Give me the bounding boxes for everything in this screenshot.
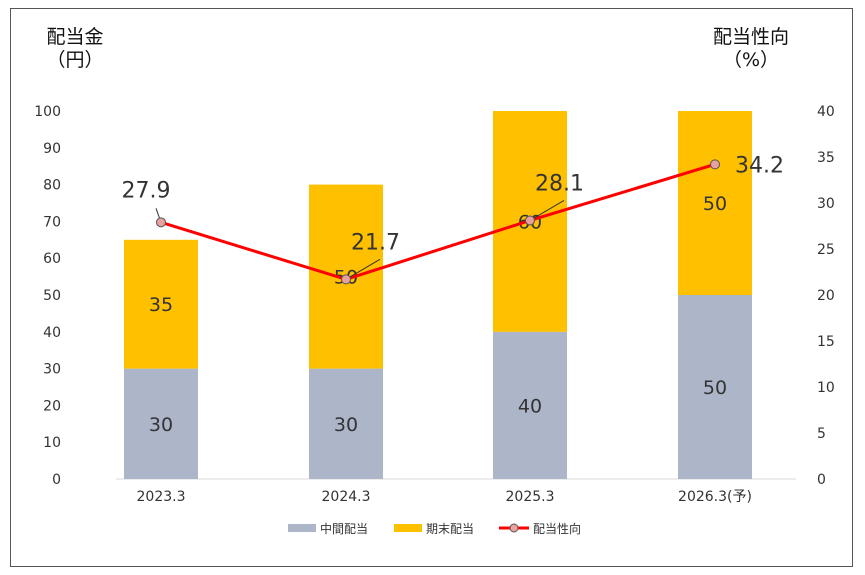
bar-label-interim: 50 [703, 377, 727, 399]
legend-label-payout: 配当性向 [533, 521, 581, 536]
left-axis-tick-label: 70 [43, 214, 61, 230]
payout-ratio-line [160, 162, 716, 281]
x-axis-tick-label: 2025.3 [506, 489, 555, 505]
bar-year-end-dividend [678, 111, 752, 295]
right-axis-tick-label: 30 [817, 196, 835, 212]
payout-ratio-marker [341, 274, 351, 285]
payout-ratio-marker [525, 215, 535, 226]
right-axis-title: 配当性向 （%） [701, 26, 801, 72]
legend-swatch-payout-marker [509, 523, 519, 533]
payout-ratio-marker [156, 217, 166, 228]
left-axis-tick-label: 100 [34, 104, 61, 120]
bar-interim-dividend [678, 295, 752, 479]
bar-label-year-end: 35 [149, 294, 173, 316]
left-axis-title-line1: 配当金 [46, 26, 104, 48]
left-axis-tick-label: 90 [43, 141, 61, 157]
left-axis-tick-label: 10 [43, 435, 61, 451]
payout-ratio-label: 28.1 [535, 171, 584, 196]
right-axis-title-line2: （%） [722, 49, 780, 71]
legend-swatch-year-end [394, 524, 422, 532]
left-axis-tick-label: 30 [43, 362, 61, 378]
right-axis-tick-label: 25 [817, 242, 835, 258]
data-label-leader-line [345, 258, 381, 280]
left-axis-title: 配当金 （円） [35, 26, 115, 72]
left-axis-tick-label: 40 [43, 325, 61, 341]
right-axis-tick-label: 10 [817, 380, 835, 396]
payout-ratio-marker [710, 159, 720, 170]
right-axis-tick-label: 0 [817, 472, 826, 488]
bar-interim-dividend [309, 368, 383, 479]
bar-year-end-dividend [124, 239, 198, 369]
left-axis-tick-label: 50 [43, 288, 61, 304]
bar-interim-dividend [493, 331, 567, 479]
legend-label-year-end: 期末配当 [426, 522, 474, 536]
bar-label-interim: 30 [149, 414, 173, 436]
dividend-chart: 0 10 20 30 40 50 60 70 80 90 100 0 5 10 15 20 25 30 35 40 30… [34, 104, 835, 536]
left-axis-tick-label: 80 [43, 178, 61, 194]
payout-ratio-label: 21.7 [351, 230, 400, 255]
legend-swatch-interim [288, 524, 316, 532]
left-axis-tick-label: 20 [43, 398, 61, 414]
right-axis-tick-label: 35 [817, 150, 835, 166]
left-axis-tick-label: 60 [43, 251, 61, 267]
bar-label-interim: 40 [518, 395, 542, 417]
bar-label-year-end: 50 [703, 193, 727, 215]
payout-ratio-label: 34.2 [735, 153, 784, 178]
right-axis-tick-label: 40 [817, 104, 835, 120]
bar-interim-dividend [124, 368, 198, 479]
right-axis-title-line1: 配当性向 [712, 26, 789, 48]
legend-label-interim: 中間配当 [320, 521, 368, 536]
x-axis-tick-label: 2023.3 [137, 489, 186, 505]
left-axis-tick-label: 0 [52, 472, 61, 488]
right-axis-tick-label: 5 [817, 426, 826, 442]
right-axis-tick-label: 15 [817, 334, 835, 350]
bar-label-interim: 30 [334, 414, 358, 436]
left-axis-title-line2: （円） [46, 49, 104, 71]
payout-ratio-label: 27.9 [122, 178, 171, 203]
x-axis-tick-label: 2026.3(予) [678, 489, 752, 505]
x-axis-tick-label: 2024.3 [322, 489, 371, 505]
data-label-leader-line [529, 200, 565, 221]
right-axis-tick-label: 20 [817, 288, 835, 304]
chart-frame: 配当金 （円） 配当性向 （%） 0 10 20 30 40 50 60 70 80 90 100 0… [10, 8, 853, 567]
